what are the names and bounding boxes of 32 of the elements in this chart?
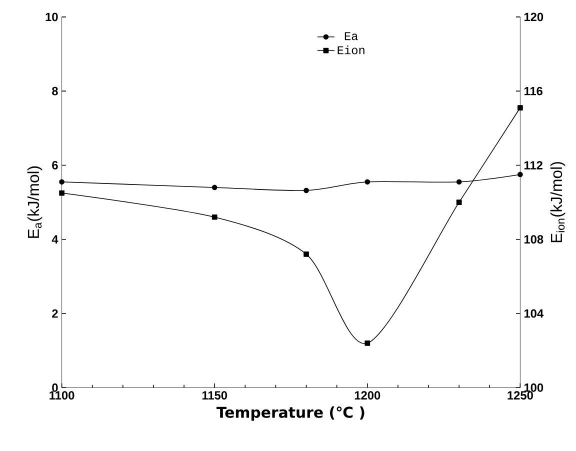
y2-tick-label: 100: [524, 383, 544, 392]
y2-tick-label: 112: [524, 160, 542, 170]
y-tick-label: 2: [52, 309, 58, 318]
point: [212, 214, 218, 220]
point: [518, 104, 523, 110]
y-tick-label: 6: [52, 160, 58, 170]
y-tick-label: 8: [52, 86, 58, 96]
point: [212, 184, 218, 190]
y2-tick-label: 104: [524, 309, 544, 318]
y-tick-label: 0: [52, 383, 58, 392]
y2-tick-label: 120: [524, 12, 544, 21]
point: [304, 188, 309, 193]
point: [364, 179, 370, 184]
point: [59, 190, 64, 196]
y-tick-label: 10: [46, 12, 58, 21]
y2-axis-title: E$_{ion}$(kJ/mol): [550, 162, 566, 242]
legend-label: Ea: [344, 32, 358, 40]
point: [364, 340, 370, 346]
point: [59, 179, 64, 184]
x-axis-title: Temperature (℃ ): [216, 406, 364, 421]
y-tick-label: 4: [52, 235, 58, 244]
point: [456, 179, 462, 184]
x-tick-label: 1250: [508, 390, 533, 400]
x-tick-label: 1200: [354, 390, 380, 400]
x-tick-label: 1100: [50, 390, 74, 400]
legend-label: Eion: [338, 45, 364, 54]
y2-tick-label: 108: [524, 234, 544, 244]
x-tick-label: 1150: [202, 390, 228, 400]
y2-tick-label: 116: [524, 86, 542, 96]
point: [304, 251, 309, 257]
point: [456, 199, 462, 205]
y-axis-title: E$_{a}$(kJ/mol): [27, 166, 42, 238]
